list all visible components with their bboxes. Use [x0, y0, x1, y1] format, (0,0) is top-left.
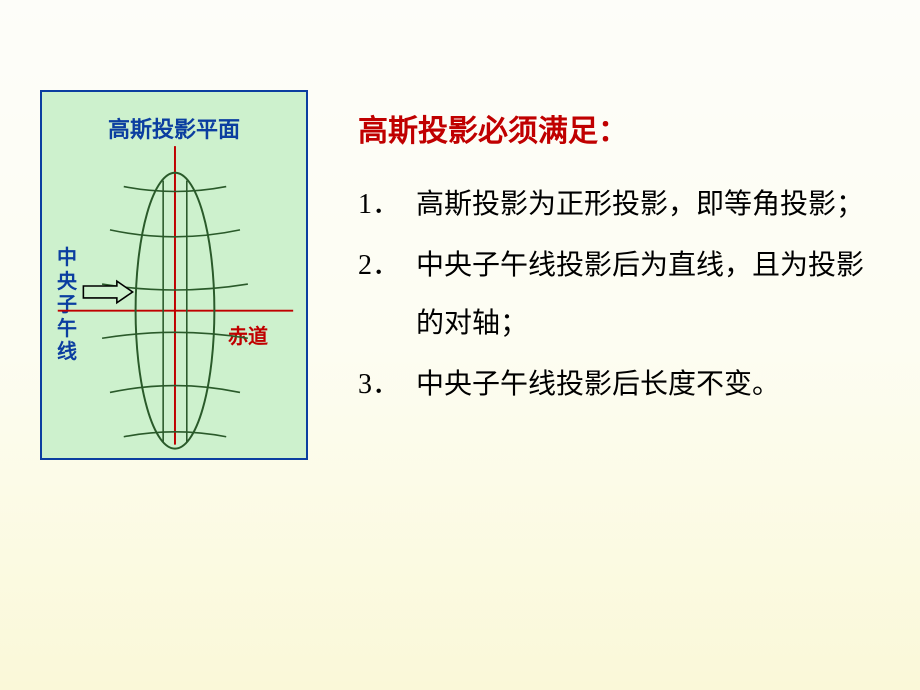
- list-item: 1．高斯投影为正形投影，即等角投影；: [358, 176, 880, 233]
- gauss-projection-diagram: [42, 92, 306, 456]
- section-heading: 高斯投影必须满足：: [358, 106, 880, 150]
- diagram-panel: 高斯投影平面 中央子午线 赤道: [40, 90, 308, 460]
- list-item-text: 中央子午线投影后为直线，且为投影的对轴；: [416, 237, 880, 352]
- list-item-text: 高斯投影为正形投影，即等角投影；: [416, 176, 880, 233]
- conditions-list: 1．高斯投影为正形投影，即等角投影；2．中央子午线投影后为直线，且为投影的对轴；…: [358, 176, 880, 414]
- list-item-number: 2．: [358, 237, 416, 352]
- list-item-number: 1．: [358, 176, 416, 233]
- list-item-text: 中央子午线投影后长度不变。: [416, 356, 880, 413]
- slide: 高斯投影平面 中央子午线 赤道 高斯投影必须满足： 1．高斯投影为正形投影，即等…: [0, 0, 920, 690]
- content-column: 高斯投影必须满足： 1．高斯投影为正形投影，即等角投影；2．中央子午线投影后为直…: [358, 90, 880, 418]
- list-item-number: 3．: [358, 356, 416, 413]
- list-item: 3．中央子午线投影后长度不变。: [358, 356, 880, 413]
- list-item: 2．中央子午线投影后为直线，且为投影的对轴；: [358, 237, 880, 352]
